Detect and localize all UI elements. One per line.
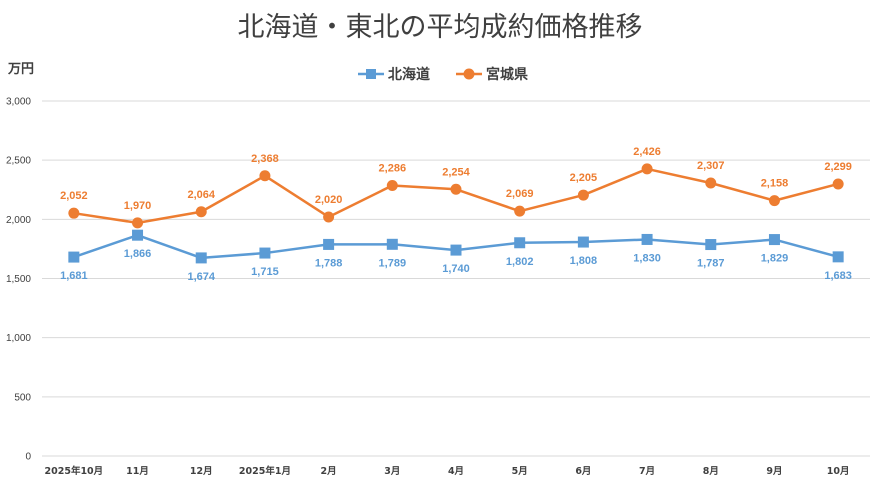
data-point-circle: [577, 189, 589, 201]
data-point-circle: [195, 206, 207, 218]
data-label: 2,307: [697, 160, 725, 172]
data-point-square: [514, 237, 526, 249]
x-tick-label: 6月: [575, 466, 591, 477]
data-label: 1,830: [633, 252, 661, 264]
x-axis-ticks: 2025年10月 11月 12月 2025年1月 2月 3月 4月 5月 6月 7月 8月 9月 10月: [45, 465, 850, 477]
x-tick-label: 2月: [321, 466, 337, 477]
x-tick-label: 4月: [448, 466, 464, 477]
data-label: 2,052: [60, 190, 88, 202]
data-label: 2,254: [442, 166, 470, 178]
series-miyagi: 2,052 1,970 2,064 2,368 2,020 2,286 2,254 2,069…: [60, 146, 852, 229]
y-axis-unit: 万円: [7, 62, 34, 77]
data-point-circle: [132, 217, 144, 229]
data-point-circle: [450, 183, 462, 195]
y-tick-label: 1,500: [6, 274, 31, 285]
data-label: 1,740: [442, 263, 470, 275]
x-tick-label: 12月: [190, 466, 213, 477]
data-point-square: [68, 251, 80, 263]
data-label: 1,970: [124, 200, 152, 212]
y-tick-label: 500: [14, 392, 31, 403]
x-tick-label: 3月: [384, 466, 400, 477]
data-label: 1,788: [315, 257, 343, 269]
data-point-circle: [641, 163, 653, 175]
data-point-square: [577, 236, 589, 248]
data-point-square: [386, 238, 398, 250]
y-tick-label: 3,000: [6, 97, 31, 108]
data-label: 1,787: [697, 258, 725, 270]
series-group: 1,681 1,866 1,674 1,715 1,788 1,789 1,740 1,802…: [60, 146, 852, 283]
legend-item: 宮城県: [456, 66, 528, 83]
data-label: 2,020: [315, 194, 343, 206]
data-label: 2,069: [506, 188, 534, 200]
data-label: 1,683: [824, 270, 852, 282]
data-label: 1,674: [187, 271, 215, 283]
data-point-square: [832, 251, 844, 263]
data-point-square: [259, 247, 271, 259]
data-point-square: [641, 233, 653, 245]
data-label: 1,829: [761, 253, 789, 265]
data-point-circle: [323, 211, 335, 223]
data-point-square: [450, 244, 462, 256]
data-label: 1,789: [379, 257, 407, 269]
legend-label: 宮城県: [486, 66, 528, 83]
y-axis-ticks: 0 500 1,000 1,500 2,000 2,500 3,000: [6, 97, 31, 463]
data-point-square: [768, 234, 780, 246]
data-point-circle: [832, 178, 844, 190]
legend: 北海道 宮城県: [358, 66, 528, 83]
data-point-square: [705, 239, 717, 251]
data-label: 2,158: [761, 178, 789, 190]
data-point-circle: [68, 207, 80, 219]
x-tick-label: 2025年10月: [45, 465, 104, 477]
data-point-circle: [514, 205, 526, 217]
legend-square-marker: [366, 69, 376, 79]
x-tick-label: 10月: [827, 466, 850, 477]
data-point-circle: [386, 179, 398, 191]
data-label: 2,299: [824, 161, 852, 173]
data-point-circle: [259, 170, 271, 182]
y-tick-label: 0: [25, 452, 31, 463]
gridlines: [42, 100, 870, 457]
data-point-square: [132, 229, 144, 241]
data-point-circle: [768, 195, 780, 207]
y-tick-label: 2,500: [6, 156, 31, 167]
data-label: 2,064: [187, 189, 215, 201]
x-tick-label: 5月: [512, 466, 528, 477]
data-label: 2,426: [633, 146, 661, 158]
x-tick-label: 8月: [703, 466, 719, 477]
data-label: 1,681: [60, 270, 88, 282]
data-label: 1,866: [124, 248, 152, 260]
data-label: 1,715: [251, 266, 279, 278]
x-tick-label: 11月: [126, 466, 149, 477]
y-tick-label: 1,000: [6, 333, 31, 344]
y-tick-label: 2,000: [6, 215, 31, 226]
data-point-square: [323, 238, 335, 250]
x-tick-label: 2025年1月: [239, 465, 291, 477]
data-label: 2,205: [570, 172, 598, 184]
data-label: 2,286: [379, 162, 407, 174]
data-point-circle: [705, 177, 717, 189]
x-tick-label: 7月: [639, 466, 655, 477]
x-tick-label: 9月: [766, 466, 782, 477]
series-hokkaido: 1,681 1,866 1,674 1,715 1,788 1,789 1,740 1,802…: [60, 229, 852, 283]
chart-title: 北海道・東北の平均成約価格推移: [238, 12, 643, 43]
data-label: 1,802: [506, 256, 534, 268]
legend-item: 北海道: [358, 66, 430, 83]
data-label: 1,808: [570, 255, 598, 267]
legend-circle-marker: [463, 68, 475, 80]
data-label: 2,368: [251, 153, 279, 165]
data-point-square: [195, 252, 207, 264]
legend-label: 北海道: [388, 66, 430, 83]
